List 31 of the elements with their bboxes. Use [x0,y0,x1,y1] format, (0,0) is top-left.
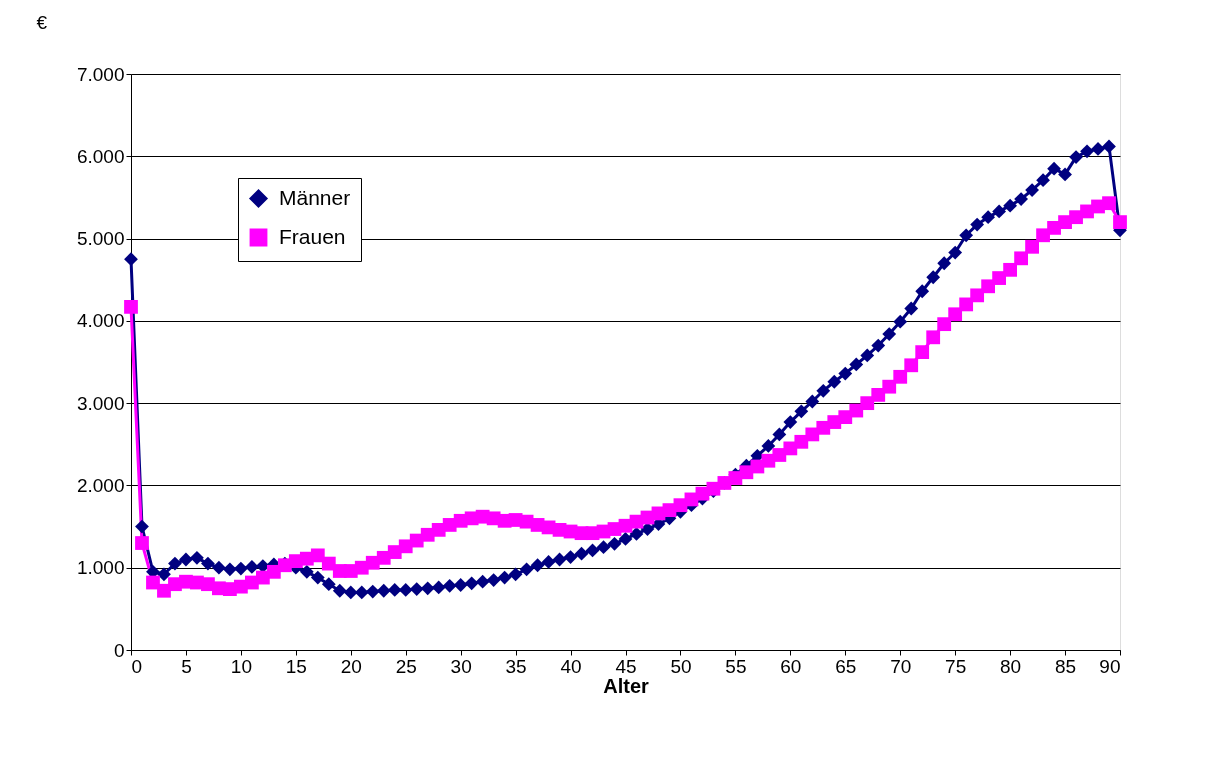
x-tick-label: 55 [725,655,747,677]
x-tick-label: 0 [131,655,143,677]
x-tick-label: 45 [615,655,637,677]
x-tick-label: 70 [890,655,912,677]
x-tick-label: 90 [1099,655,1121,677]
x-tick-label: 75 [945,655,967,677]
y-tick-label: 7.000 [76,63,125,85]
x-axis-title: Alter [603,674,649,697]
y-tick-label: 0 [113,639,125,661]
y-axis-title: € [36,11,48,33]
y-tick-label: 6.000 [76,145,125,167]
x-tick-label: 85 [1054,655,1077,677]
x-tick-label: 30 [450,655,472,677]
x-tick-label: 40 [560,655,582,677]
x-tick-label: 25 [395,655,417,677]
x-tick-label: 20 [340,655,362,677]
x-tick-label: 10 [230,655,252,677]
y-tick-label: 3.000 [76,392,125,414]
x-tick-label: 5 [181,655,192,677]
legend-label: Frauen [279,224,346,248]
x-tick-label: 60 [780,655,802,677]
y-tick-label: 1.000 [76,557,125,579]
x-tick-label: 50 [670,655,692,677]
y-tick-label: 4.000 [76,310,125,332]
legend-label: Männer [279,185,351,209]
x-tick-label: 65 [835,655,857,677]
x-tick-label: 35 [505,655,527,677]
x-tick-label: 15 [285,655,307,677]
y-tick-label: 5.000 [76,228,125,250]
x-tick-label: 80 [1000,655,1022,677]
y-tick-label: 2.000 [76,474,125,496]
